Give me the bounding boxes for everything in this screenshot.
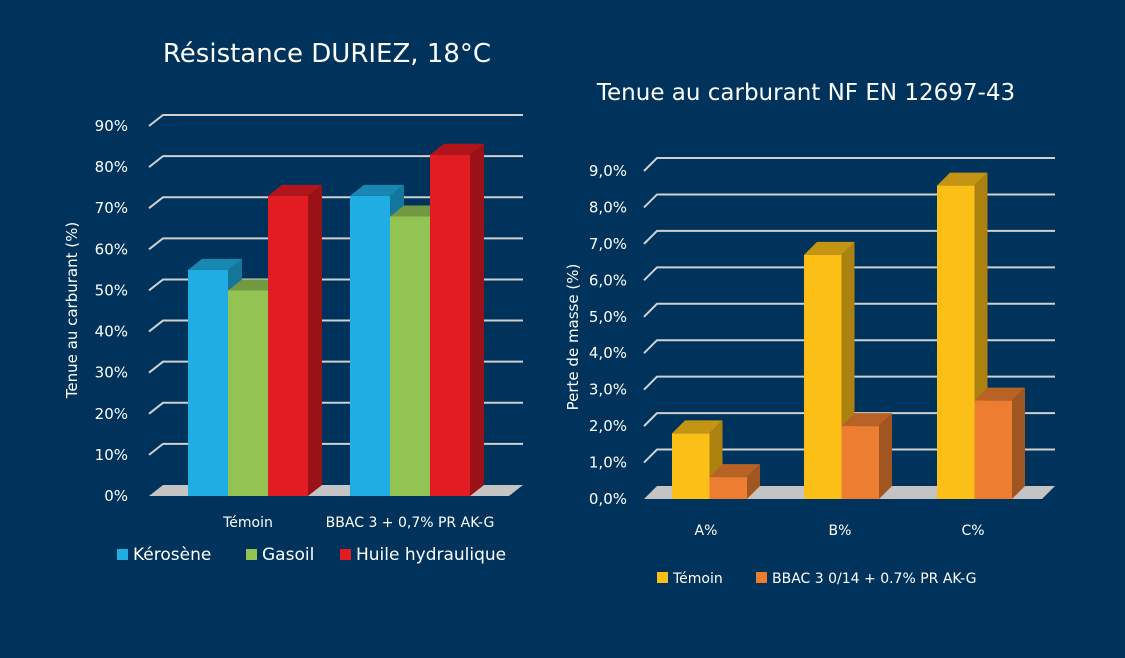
gridline <box>643 339 1055 354</box>
y-tick-label: 70% <box>95 199 128 217</box>
bar-front <box>709 477 747 499</box>
chart-1: 0% 10% 20% 30% 40% 50% 60% 70% 80% 90% Témoin BBAC … <box>63 39 523 565</box>
bar-front <box>268 195 308 496</box>
gridline <box>643 157 1055 172</box>
bar-top <box>804 241 855 255</box>
gridline <box>643 229 1055 245</box>
y-tick-label: 8,0% <box>589 198 627 216</box>
gridline <box>148 155 523 168</box>
bar-front <box>390 216 430 496</box>
bar-top <box>974 387 1025 401</box>
bar-side <box>470 143 484 496</box>
y-tick-label: 50% <box>95 281 128 299</box>
bar-side <box>308 184 322 496</box>
y-tick-label: 1,0% <box>589 454 627 472</box>
bar-front <box>974 400 1012 499</box>
bar-C%-BBAC-3-0-14-0-7%-PR-AK-G <box>974 387 1025 499</box>
category-label: B% <box>829 523 852 539</box>
bar-front <box>672 433 710 499</box>
gridline <box>643 412 1055 427</box>
bar-top <box>188 258 242 270</box>
bar-BBAC-3-0-7%-PR-AK-G-Huile-hydraulique <box>430 143 484 496</box>
legend-label: BBAC 3 0/14 + 0.7% PR AK-G <box>772 571 977 587</box>
bar-side <box>747 464 760 499</box>
bar-front <box>430 154 470 496</box>
y-tick-label: 9,0% <box>589 162 627 180</box>
gridline <box>643 266 1055 282</box>
y-tick-label: 20% <box>95 405 128 423</box>
legend-label: Témoin <box>672 571 723 587</box>
legend-label: Huile hydraulique <box>356 545 506 565</box>
bar-top <box>841 413 892 427</box>
bar-top <box>672 420 723 434</box>
bar-front <box>228 290 268 496</box>
legend-swatch <box>756 572 767 583</box>
category-label: BBAC 3 + 0,7% PR AK-G <box>326 515 495 531</box>
y-tick-label: 7,0% <box>589 235 627 253</box>
gridline <box>643 375 1055 391</box>
y-axis-title: Perte de masse (%) <box>564 264 582 411</box>
bar-top <box>268 184 322 196</box>
legend-label: Gasoil <box>262 545 314 565</box>
category-label: A% <box>695 523 718 539</box>
y-tick-label: 6,0% <box>589 271 627 289</box>
bar-Témoin-Huile-hydraulique <box>268 184 322 496</box>
bar-front <box>804 254 842 499</box>
bar-B%-BBAC-3-0-14-0-7%-PR-AK-G <box>841 413 892 499</box>
y-tick-label: 0,0% <box>589 490 627 508</box>
bar-side <box>1012 387 1025 499</box>
legend-swatch <box>657 572 668 583</box>
gridline <box>643 448 1055 464</box>
category-label: C% <box>961 523 984 539</box>
legend-swatch <box>246 549 257 560</box>
y-tick-label: 10% <box>95 446 128 464</box>
gridline <box>148 114 523 127</box>
bar-A%-BBAC-3-0-14-0-7%-PR-AK-G <box>709 464 760 499</box>
chart-title: Tenue au carburant NF EN 12697-43 <box>596 80 1015 106</box>
y-tick-label: 30% <box>95 364 128 382</box>
y-tick-label: 5,0% <box>589 308 627 326</box>
y-axis-title: Tenue au carburant (%) <box>63 222 81 399</box>
y-tick-label: 60% <box>95 240 128 258</box>
category-label: Témoin <box>222 515 273 531</box>
y-tick-label: 90% <box>95 117 128 135</box>
y-tick-label: 3,0% <box>589 381 627 399</box>
bar-top <box>937 172 988 186</box>
y-tick-label: 0% <box>104 487 128 505</box>
legend-swatch <box>340 549 351 560</box>
gridline <box>643 302 1055 318</box>
bar-top <box>709 464 760 478</box>
legend-swatch <box>117 549 128 560</box>
bar-top <box>430 143 484 155</box>
legend-label: Kérosène <box>133 545 211 565</box>
bar-top <box>350 184 404 196</box>
bar-front <box>937 185 975 500</box>
y-tick-label: 80% <box>95 158 128 176</box>
gridline <box>643 193 1055 209</box>
bar-front <box>350 195 390 496</box>
y-tick-label: 2,0% <box>589 417 627 435</box>
bar-side <box>879 413 892 499</box>
y-tick-label: 4,0% <box>589 344 627 362</box>
chart-title: Résistance DURIEZ, 18°C <box>163 39 491 69</box>
bar-front <box>188 269 228 496</box>
bar-front <box>841 426 879 499</box>
chart-2: 0,0% 1,0% 2,0% 3,0% 4,0% 5,0% 6,0% 7,0% 8,0% 9,0%… <box>564 80 1055 587</box>
y-tick-label: 40% <box>95 323 128 341</box>
